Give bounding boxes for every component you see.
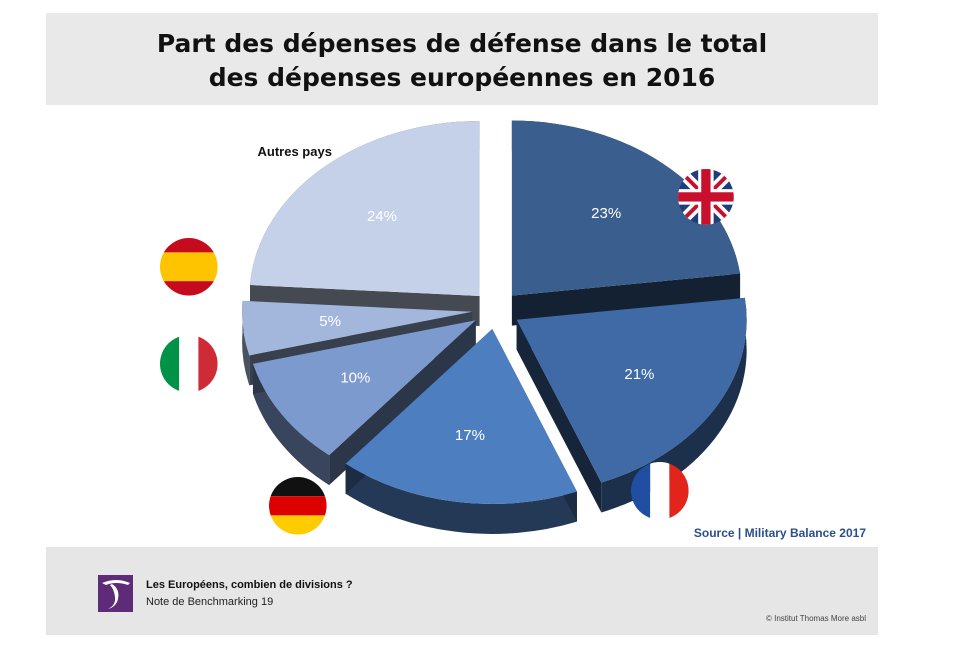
- other-countries-caption: Autres pays: [258, 144, 332, 159]
- pie-label-allemagne: 17%: [455, 427, 485, 444]
- pie-slice-top: [250, 121, 480, 297]
- title-bar: Part des dépenses de défense dans le tot…: [46, 13, 878, 105]
- pie-slice-top: [345, 328, 577, 504]
- italy-flag-icon: [160, 335, 218, 393]
- pie-labels: 23% 24% 5% 21% 10% 17% Autres pays: [258, 144, 655, 444]
- pie-slice-wall: [252, 363, 330, 486]
- pie-slice-wall: [345, 463, 577, 534]
- copyright: © Institut Thomas More asbl: [765, 614, 866, 623]
- pie-slice-top: [511, 120, 741, 296]
- pie-slice-side: [329, 320, 476, 486]
- pie-slice-wall: [242, 300, 250, 386]
- pie-slice-top: [252, 320, 476, 456]
- footer-title: Les Européens, combien de divisions ?: [146, 579, 353, 591]
- chart-title-line-2: des dépenses européennes en 2016: [208, 63, 716, 92]
- source-note: Source | Military Balance 2017: [693, 526, 866, 540]
- uk-flag-icon: [678, 169, 734, 225]
- pie-label-royaume-uni: 23%: [591, 205, 621, 222]
- pie-chart: 23% 24% 5% 21% 10% 17% Autres pays: [160, 120, 747, 535]
- france-flag-icon: [631, 462, 689, 520]
- pie-slice-side: [511, 273, 741, 326]
- pie-label-italie: 10%: [340, 369, 370, 386]
- chart-title-line-1: Part des dépenses de défense dans le tot…: [156, 29, 768, 58]
- pie-label-espagne: 5%: [319, 313, 341, 330]
- pie-slices: [242, 120, 747, 534]
- footer: Les Européens, combien de divisions ? No…: [46, 547, 878, 635]
- institute-logo: [98, 575, 133, 612]
- pie-slice-allemagne: [345, 328, 577, 534]
- footer-subtitle: Note de Benchmarking 19: [146, 596, 274, 608]
- germany-flag-icon: [269, 477, 327, 535]
- pie-label-autres-pays: 24%: [367, 208, 397, 225]
- pie-slice-side: [516, 319, 602, 513]
- pie-slice-france: [516, 297, 747, 513]
- pie-slice-top: [516, 297, 747, 483]
- spain-flag-icon: [160, 238, 218, 296]
- pie-slice-italie: [252, 320, 476, 486]
- pie-label-france: 21%: [624, 366, 654, 383]
- chart-card: Part des dépenses de défense dans le tot…: [46, 13, 878, 635]
- pie-slice-top: [242, 300, 473, 356]
